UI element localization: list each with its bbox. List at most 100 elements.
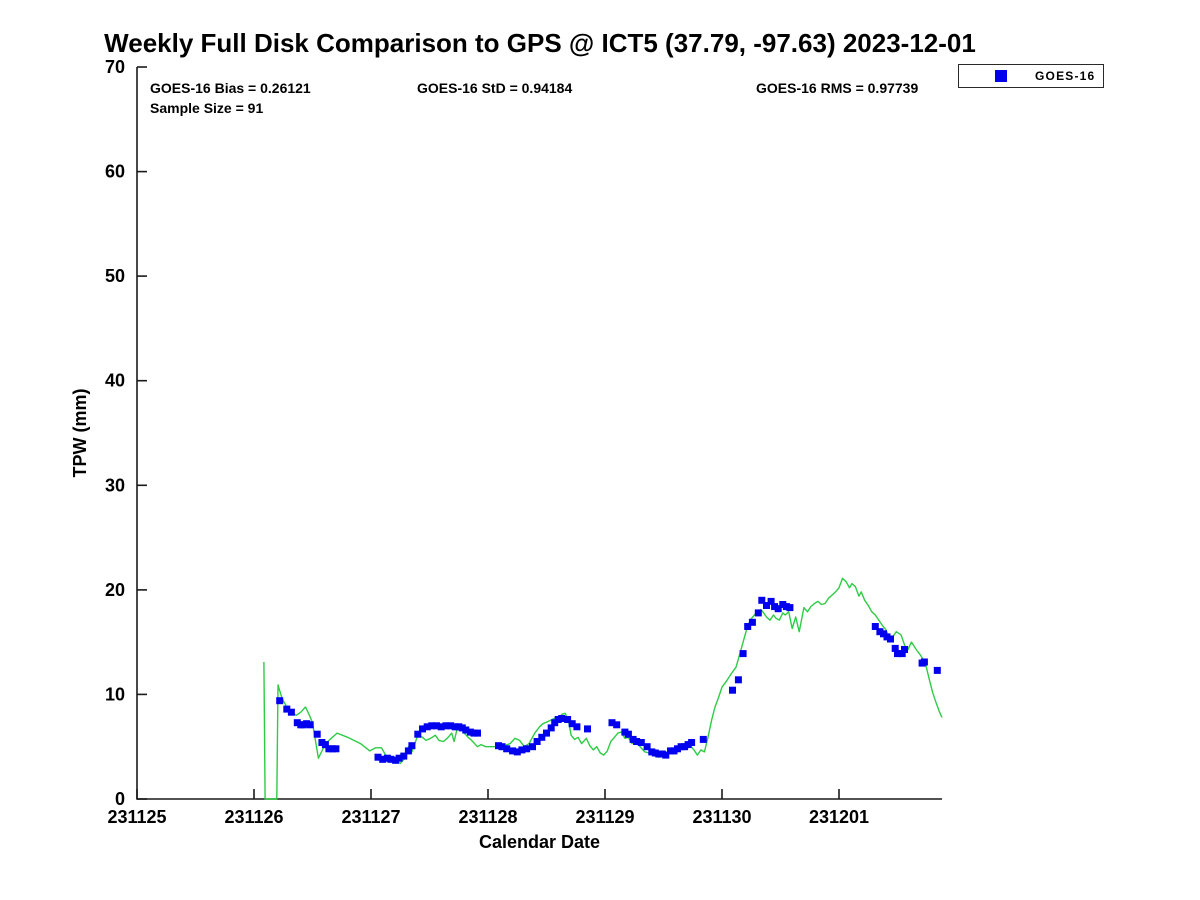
- data-point: [729, 686, 736, 694]
- data-point: [662, 751, 670, 759]
- data-point: [637, 739, 645, 746]
- y-tick-label: 50: [105, 266, 125, 286]
- y-tick-label: 20: [105, 580, 125, 600]
- data-point: [306, 721, 314, 729]
- data-point: [688, 739, 696, 746]
- data-point: [767, 597, 775, 605]
- data-point: [433, 722, 440, 730]
- y-tick-label: 40: [105, 371, 125, 391]
- legend-label: GOES-16: [1035, 69, 1096, 83]
- data-point: [643, 743, 651, 751]
- data-point: [419, 725, 426, 733]
- data-point: [395, 754, 403, 762]
- data-point: [332, 745, 340, 753]
- data-point: [744, 623, 752, 630]
- series-points-goes16: [276, 596, 941, 764]
- data-point: [573, 723, 581, 731]
- data-point: [771, 603, 779, 611]
- axis-labels: 0 10 20 30 40 50 60 70 231125 231126 231127 231128 2…: [70, 57, 869, 852]
- data-point: [513, 748, 521, 756]
- data-point: [894, 650, 901, 658]
- data-point: [754, 609, 762, 617]
- data-point: [313, 730, 321, 738]
- x-tick-label: 231201: [809, 807, 869, 827]
- data-point: [674, 745, 681, 753]
- y-tick-label: 10: [105, 684, 125, 704]
- data-point: [423, 723, 431, 731]
- chart-title: Weekly Full Disk Comparison to GPS @ ICT…: [104, 28, 976, 58]
- data-point: [901, 646, 908, 653]
- x-axis-title: Calendar Date: [479, 832, 600, 852]
- stat-sample-size: Sample Size = 91: [150, 100, 264, 116]
- data-point: [529, 743, 536, 751]
- legend-box: GOES-16: [958, 64, 1104, 88]
- data-point: [437, 723, 445, 731]
- data-point: [321, 741, 329, 749]
- data-point: [283, 705, 291, 713]
- data-point: [876, 628, 884, 636]
- data-point: [451, 723, 459, 731]
- x-tick-label: 231128: [458, 807, 517, 827]
- stat-rms: GOES-16 RMS = 0.97739: [756, 80, 919, 96]
- y-tick-label: 0: [115, 789, 125, 809]
- data-point: [887, 635, 894, 643]
- data-point: [447, 722, 455, 730]
- stat-bias: GOES-16 Bias = 0.26121: [150, 80, 311, 96]
- data-point: [871, 623, 879, 630]
- data-point: [276, 697, 284, 705]
- series-line-gps: [263, 577, 943, 800]
- data-point: [633, 738, 641, 745]
- y-axis-title: TPW (mm): [70, 389, 90, 478]
- data-point: [564, 716, 572, 723]
- data-point: [763, 602, 770, 609]
- data-point: [374, 753, 382, 761]
- axis-lines: [136, 67, 942, 800]
- data-point: [758, 596, 766, 604]
- data-point: [503, 745, 511, 753]
- data-point: [891, 644, 899, 652]
- data-point: [387, 755, 395, 763]
- data-point: [408, 742, 416, 750]
- data-point: [462, 726, 470, 734]
- x-tick-label: 231129: [575, 807, 634, 827]
- y-tick-label: 70: [105, 57, 125, 77]
- data-point: [734, 676, 742, 684]
- data-point: [547, 724, 555, 732]
- stat-std: GOES-16 StD = 0.94184: [417, 80, 573, 96]
- data-point: [774, 605, 782, 613]
- x-tick-label: 231127: [341, 807, 400, 827]
- data-point: [400, 752, 408, 760]
- data-point: [613, 721, 621, 729]
- data-point: [523, 745, 531, 753]
- data-point: [786, 604, 794, 612]
- data-point: [624, 730, 632, 738]
- data-point: [568, 720, 576, 728]
- data-point: [558, 715, 566, 722]
- data-point: [533, 738, 541, 745]
- data-point: [303, 720, 311, 728]
- data-point: [584, 725, 591, 733]
- data-point: [518, 746, 526, 754]
- data-point: [898, 650, 906, 658]
- data-point: [498, 743, 506, 751]
- goes16-square-marker-icon: [995, 70, 1007, 82]
- x-tick-label: 231126: [224, 807, 283, 827]
- data-point: [608, 719, 616, 727]
- x-tick-label: 231130: [692, 807, 751, 827]
- y-tick-label: 60: [105, 162, 125, 182]
- data-point: [474, 729, 481, 737]
- data-point: [509, 747, 517, 755]
- data-point: [779, 601, 787, 608]
- data-point: [442, 722, 450, 730]
- data-point: [287, 708, 295, 716]
- data-point: [543, 729, 550, 737]
- data-point: [920, 658, 928, 666]
- axes: [136, 66, 942, 800]
- x-tick-label: 231125: [107, 807, 166, 827]
- data-point: [428, 722, 436, 730]
- data-point: [414, 730, 422, 738]
- data-point: [466, 728, 474, 736]
- data-point: [699, 735, 707, 743]
